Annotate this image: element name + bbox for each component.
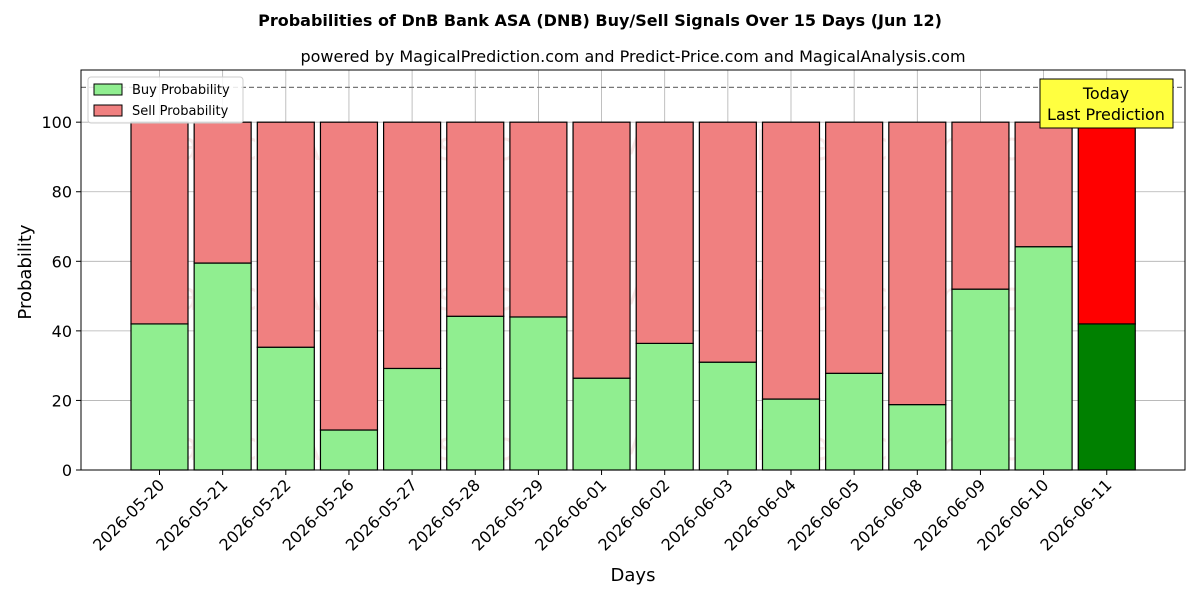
sell-bar bbox=[256, 121, 315, 348]
sell-bar bbox=[446, 121, 505, 317]
buy-bar bbox=[446, 315, 505, 471]
bars bbox=[130, 121, 1136, 471]
sell-bar bbox=[572, 121, 631, 379]
sell-bar bbox=[130, 121, 189, 325]
sell-bar bbox=[825, 121, 884, 374]
sell-bar bbox=[319, 121, 379, 431]
sell-bar bbox=[193, 121, 252, 264]
y-tick-label: 100 bbox=[41, 113, 72, 132]
legend-swatch bbox=[93, 83, 123, 96]
today-annotation: Today Last Prediction bbox=[1039, 78, 1174, 129]
y-tick-label: 80 bbox=[52, 183, 72, 202]
y-axis-label: Probability bbox=[15, 224, 36, 319]
buy-bar bbox=[825, 372, 884, 471]
buy-bar bbox=[1077, 323, 1136, 471]
chart-subtitle: powered by MagicalPrediction.com and Pre… bbox=[300, 47, 965, 66]
y-tick-label: 60 bbox=[52, 252, 72, 271]
y-tick-label: 20 bbox=[52, 391, 72, 410]
buy-bar bbox=[383, 367, 442, 471]
y-tick-label: 0 bbox=[62, 461, 72, 480]
buy-bar bbox=[888, 404, 947, 471]
buy-bar bbox=[761, 398, 821, 471]
buy-bar bbox=[193, 262, 252, 471]
legend-label: Buy Probability bbox=[132, 83, 230, 98]
x-axis-label: Days bbox=[611, 565, 656, 586]
buy-bar bbox=[256, 346, 315, 471]
sell-bar bbox=[761, 121, 821, 400]
buy-bar bbox=[572, 377, 631, 471]
buy-bar bbox=[130, 323, 189, 471]
sell-bar bbox=[383, 121, 442, 370]
chart-title: Probabilities of DnB Bank ASA (DNB) Buy/… bbox=[258, 11, 942, 30]
buy-bar bbox=[509, 316, 568, 471]
buy-bar bbox=[698, 361, 757, 471]
sell-bar bbox=[1077, 121, 1136, 325]
sell-bar bbox=[1014, 121, 1073, 248]
sell-bar bbox=[888, 121, 947, 406]
legend-label: Sell Probability bbox=[132, 104, 229, 119]
legend-box bbox=[87, 76, 244, 124]
sell-bar bbox=[635, 121, 694, 344]
sell-bar bbox=[951, 121, 1010, 290]
buy-bar bbox=[319, 429, 379, 471]
annotation-box bbox=[1039, 78, 1174, 129]
buy-bar bbox=[635, 342, 694, 471]
legend-swatch bbox=[93, 104, 123, 117]
legend: Buy Probability Sell Probability bbox=[87, 76, 244, 124]
annotation-line-2: Last Prediction bbox=[1047, 105, 1165, 124]
buy-bar bbox=[1014, 246, 1073, 471]
y-tick-label: 40 bbox=[52, 322, 72, 341]
annotation-line-1: Today bbox=[1082, 84, 1129, 103]
sell-bar bbox=[509, 121, 568, 318]
plot-frame bbox=[80, 69, 1186, 471]
sell-bar bbox=[698, 121, 757, 363]
buy-bar bbox=[951, 288, 1010, 471]
